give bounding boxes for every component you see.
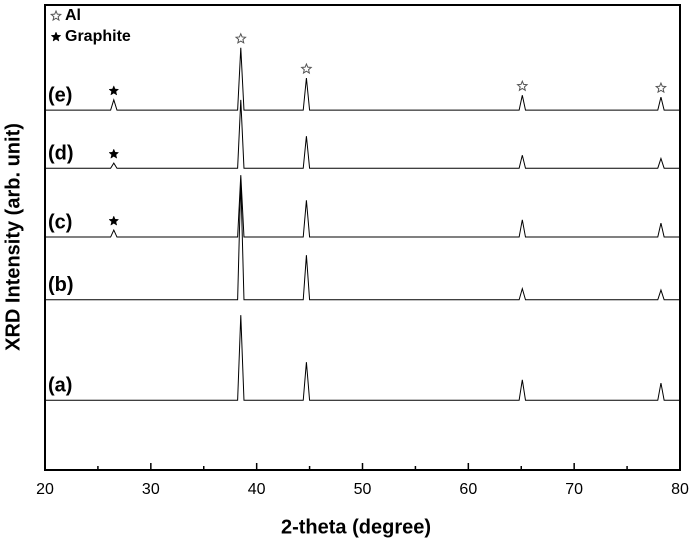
peak-marker (654, 81, 667, 94)
legend-label: Graphite (65, 28, 131, 45)
xrd-trace (45, 47, 680, 111)
x-tick-label: 50 (354, 481, 372, 498)
x-tick-label: 60 (459, 481, 477, 498)
peak-marker (234, 32, 247, 44)
xrd-trace (45, 315, 680, 401)
x-tick-label: 40 (248, 481, 266, 498)
series-label: (c) (48, 211, 72, 233)
peak-marker (108, 148, 120, 159)
peak-marker (108, 85, 120, 96)
legend-symbol (50, 31, 62, 42)
x-tick-label: 20 (36, 481, 54, 498)
x-axis-title: 2-theta (degree) (281, 516, 431, 538)
xrd-trace (45, 179, 680, 301)
xrd-trace (45, 99, 680, 169)
series-label: (e) (48, 84, 72, 106)
legend-symbol (50, 9, 62, 22)
peak-marker (300, 62, 313, 75)
x-tick-label: 70 (565, 481, 583, 498)
legend-label: Al (65, 7, 81, 24)
series-label: (b) (48, 274, 74, 296)
x-tick-label: 30 (142, 481, 160, 498)
peak-marker (108, 215, 120, 226)
y-axis-title: XRD Intensity (arb. unit) (2, 123, 24, 351)
x-tick-label: 80 (671, 481, 689, 498)
peak-marker (516, 79, 529, 92)
series-label: (d) (48, 142, 74, 164)
series-label: (a) (48, 375, 72, 397)
xrd-trace (45, 175, 680, 238)
